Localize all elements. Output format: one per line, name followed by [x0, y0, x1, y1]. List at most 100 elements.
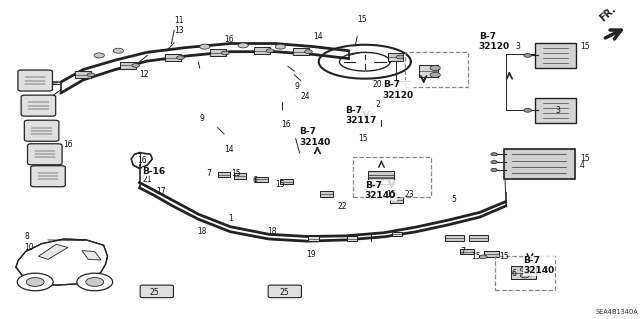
Text: 15: 15 [357, 15, 367, 24]
Bar [234, 174, 246, 179]
Text: 16: 16 [224, 35, 234, 44]
FancyBboxPatch shape [535, 43, 576, 68]
Text: B-7
32117: B-7 32117 [346, 106, 377, 125]
Text: 23: 23 [404, 190, 414, 199]
Circle shape [305, 50, 312, 54]
Circle shape [520, 273, 529, 278]
Text: 18: 18 [197, 226, 207, 236]
Text: 15: 15 [580, 41, 589, 50]
Text: B-16: B-16 [142, 167, 165, 176]
Circle shape [266, 49, 274, 53]
Bar [210, 49, 226, 56]
FancyBboxPatch shape [535, 98, 576, 123]
Text: 6: 6 [512, 269, 517, 278]
Circle shape [491, 160, 497, 164]
Bar [460, 249, 474, 254]
Text: SEA4B1340A: SEA4B1340A [596, 309, 639, 315]
Text: 15: 15 [580, 154, 589, 163]
Text: 20: 20 [372, 80, 382, 89]
Text: 19: 19 [306, 250, 316, 259]
Text: 12: 12 [140, 70, 149, 79]
Text: 25: 25 [279, 288, 289, 297]
Text: B-7
32120: B-7 32120 [383, 80, 414, 100]
Text: 15: 15 [387, 190, 396, 199]
Bar [388, 53, 403, 61]
Text: 15: 15 [499, 252, 509, 261]
Text: 16: 16 [63, 140, 72, 149]
Text: 8
10: 8 10 [24, 233, 34, 252]
Circle shape [221, 51, 229, 55]
Text: 14: 14 [314, 32, 323, 41]
Text: 5: 5 [451, 195, 456, 204]
FancyBboxPatch shape [268, 285, 301, 298]
Circle shape [524, 108, 532, 112]
Bar [254, 47, 270, 54]
Bar [76, 71, 92, 78]
Circle shape [491, 168, 497, 172]
Text: 25: 25 [150, 288, 159, 297]
Text: 21: 21 [142, 175, 152, 184]
Text: 4: 4 [580, 161, 585, 170]
Circle shape [524, 54, 532, 57]
Bar [469, 234, 488, 241]
Text: 16: 16 [282, 120, 291, 129]
Circle shape [238, 43, 248, 48]
FancyBboxPatch shape [21, 95, 56, 116]
Bar [347, 236, 357, 241]
Circle shape [275, 44, 285, 49]
Text: 15: 15 [275, 180, 285, 189]
FancyBboxPatch shape [140, 285, 173, 298]
Text: 17: 17 [156, 188, 166, 197]
Bar [165, 54, 181, 61]
Text: 15: 15 [358, 134, 368, 143]
Bar [218, 172, 230, 177]
Circle shape [479, 255, 487, 259]
FancyBboxPatch shape [28, 144, 62, 165]
Bar [445, 234, 464, 241]
Bar [280, 179, 293, 184]
Text: B-7
32140: B-7 32140 [365, 181, 396, 200]
Text: 15: 15 [471, 252, 481, 261]
Bar [484, 251, 499, 256]
Text: B-7
32120: B-7 32120 [479, 32, 510, 51]
Bar [120, 62, 136, 69]
Text: 16: 16 [137, 156, 147, 165]
Polygon shape [82, 251, 101, 260]
Text: 14: 14 [224, 145, 234, 154]
Circle shape [77, 273, 113, 291]
Circle shape [430, 72, 440, 78]
Circle shape [86, 278, 104, 286]
FancyBboxPatch shape [24, 120, 59, 141]
Text: 7: 7 [206, 169, 211, 178]
Bar [368, 171, 394, 184]
Bar [255, 176, 268, 182]
Circle shape [87, 73, 95, 77]
FancyBboxPatch shape [504, 149, 575, 179]
Text: 15: 15 [232, 169, 241, 178]
Text: 9: 9 [200, 114, 205, 123]
Text: FR.: FR. [598, 4, 618, 23]
Bar [390, 197, 403, 203]
Text: B-7
32140: B-7 32140 [300, 127, 331, 147]
Text: 18: 18 [268, 227, 277, 236]
Circle shape [26, 278, 44, 286]
Text: 22: 22 [338, 202, 348, 211]
Bar [308, 236, 319, 241]
Bar [320, 191, 333, 197]
Text: 11
13: 11 13 [174, 16, 184, 35]
Text: 3: 3 [556, 106, 561, 115]
Bar [419, 65, 438, 78]
Bar [292, 48, 308, 55]
Text: 2: 2 [375, 100, 380, 108]
Text: 9: 9 [294, 82, 300, 91]
FancyBboxPatch shape [18, 70, 52, 91]
Text: 3: 3 [515, 41, 520, 50]
Bar [392, 232, 402, 236]
Circle shape [132, 63, 140, 67]
Circle shape [430, 65, 440, 70]
Circle shape [396, 55, 404, 59]
Text: 7: 7 [461, 247, 466, 256]
Circle shape [113, 48, 124, 53]
Circle shape [520, 267, 529, 271]
Bar [511, 266, 536, 279]
